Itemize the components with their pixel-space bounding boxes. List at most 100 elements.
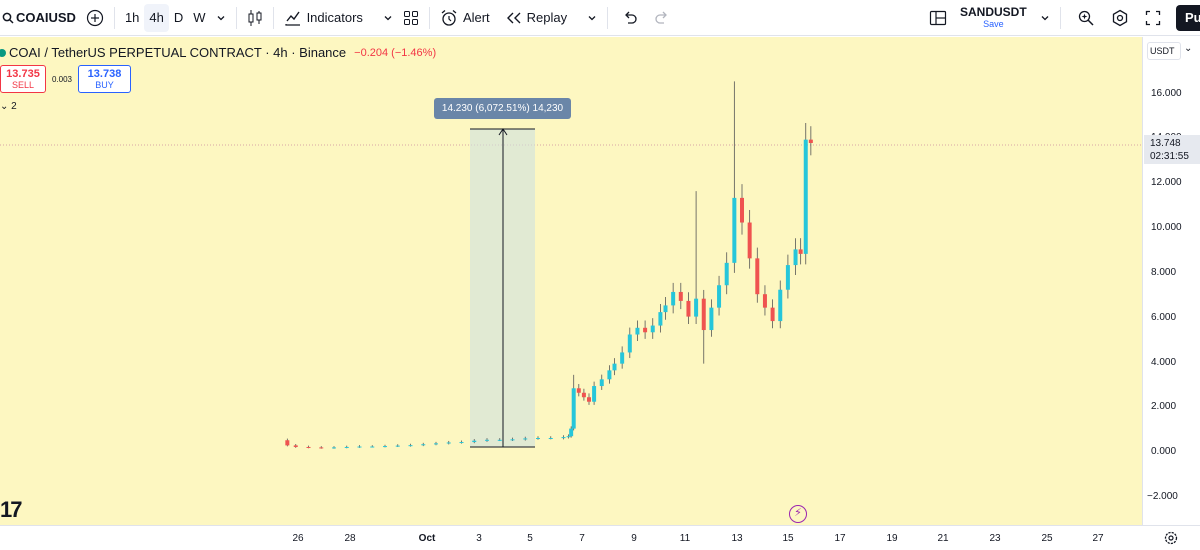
- timeframe-1h[interactable]: 1h: [124, 10, 140, 25]
- candle-body: [344, 446, 349, 448]
- layout-icon: [929, 10, 947, 26]
- price-label: 8.000: [1151, 267, 1177, 278]
- candle-body: [599, 379, 604, 387]
- timeframe-dropdown[interactable]: [211, 4, 231, 32]
- candle-body: [306, 446, 311, 448]
- lightning-icon[interactable]: ⚡: [789, 505, 807, 523]
- layout-dropdown[interactable]: [1035, 4, 1055, 32]
- candle-body: [485, 439, 489, 441]
- candle-body: [762, 294, 767, 308]
- chart-pane[interactable]: COAI / TetherUS PERPETUAL CONTRACT · 4h …: [0, 37, 1142, 525]
- time-label: 9: [631, 533, 637, 544]
- time-label: 11: [679, 533, 691, 544]
- time-label: 7: [579, 533, 585, 544]
- quick-search-button[interactable]: [1072, 4, 1100, 32]
- candle-body: [319, 447, 324, 449]
- buy-button[interactable]: 13.738 BUY: [78, 65, 131, 93]
- toolbar-divider: [1059, 7, 1061, 29]
- candle-body: [446, 442, 451, 444]
- candle-body: [650, 325, 655, 333]
- chevron-down-icon: [588, 15, 596, 20]
- candle-body: [612, 363, 617, 371]
- candle-body: [510, 439, 515, 441]
- time-scale[interactable]: 26 28 Oct 3 5 7 9 11 13 15 17 19 21 23 2…: [0, 525, 1200, 550]
- candle-body: [459, 442, 464, 444]
- candle-body: [755, 258, 760, 295]
- candle-body: [566, 436, 571, 438]
- candle-body: [620, 352, 625, 364]
- replay-button[interactable]: Replay: [501, 4, 572, 32]
- timeframe-w[interactable]: W: [193, 10, 206, 25]
- price-label: 16.000: [1151, 88, 1182, 99]
- timeframe-4h[interactable]: 4h: [144, 3, 169, 32]
- candlestick-chart[interactable]: [0, 37, 1142, 525]
- candle-body: [747, 222, 752, 259]
- toolbar-divider: [428, 6, 430, 29]
- indicators-dropdown[interactable]: [378, 4, 398, 32]
- candle-body: [627, 334, 632, 353]
- toolbar-divider: [272, 6, 274, 29]
- candle-body: [581, 392, 586, 398]
- candle-body: [587, 397, 591, 402]
- candles: [285, 81, 813, 449]
- chart-type-button[interactable]: [242, 4, 268, 32]
- time-label: 25: [1041, 533, 1053, 544]
- redo-button[interactable]: [649, 4, 675, 32]
- candle-body: [576, 388, 581, 393]
- candle-body: [709, 307, 714, 331]
- currency-selector[interactable]: USDT: [1147, 42, 1181, 60]
- toolbar-divider: [113, 6, 115, 29]
- time-label: 26: [292, 533, 304, 544]
- compare-symbol-button[interactable]: [81, 4, 109, 32]
- layout-toggle-button[interactable]: [924, 4, 952, 32]
- candle-body: [472, 440, 477, 443]
- candle-body: [285, 440, 290, 446]
- price-scale[interactable]: USDT ⌄ 16.000 14.000 12.000 10.000 8.000…: [1142, 37, 1200, 525]
- timeframe-d[interactable]: D: [173, 10, 184, 25]
- candle-body: [785, 265, 790, 290]
- fullscreen-icon: [1145, 10, 1160, 26]
- candle-body: [686, 300, 691, 317]
- settings-icon: [1112, 9, 1127, 27]
- layouts-button[interactable]: [398, 4, 424, 32]
- measure-arrow-head: [498, 128, 508, 136]
- candle-body: [569, 428, 574, 437]
- toolbar-right-group: SANDUSDT Save: [924, 4, 1200, 32]
- candle-body: [793, 249, 798, 266]
- candle-body: [671, 291, 676, 306]
- publish-button[interactable]: Pu: [1176, 5, 1200, 31]
- grid-icon: [403, 10, 418, 25]
- top-toolbar: COAIUSD 1h 4h D W Indicators Alert Repla…: [0, 0, 1200, 36]
- candle-body: [778, 289, 783, 322]
- replay-dropdown[interactable]: [582, 4, 602, 32]
- gear-icon[interactable]: [1163, 530, 1179, 546]
- chevron-down-icon: ⌄: [0, 101, 9, 112]
- tradingview-logo-icon[interactable]: 17: [0, 497, 23, 522]
- candle-body: [548, 438, 553, 440]
- fullscreen-button[interactable]: [1140, 4, 1166, 32]
- time-label: 28: [344, 533, 356, 544]
- chevron-down-icon: ⌄: [1184, 43, 1193, 54]
- layout-save[interactable]: SANDUSDT Save: [952, 6, 1035, 30]
- alert-button[interactable]: Alert: [435, 4, 495, 32]
- candle-body: [808, 139, 813, 143]
- undo-button[interactable]: [617, 4, 643, 32]
- sell-button[interactable]: 13.735 SELL: [0, 65, 46, 93]
- candle-body: [383, 446, 387, 448]
- last-price: 13.748: [1150, 138, 1181, 149]
- time-label: 19: [886, 533, 898, 544]
- collapsed-indicators-toggle[interactable]: ⌄ 2: [0, 101, 17, 112]
- price-label: 2.000: [1151, 401, 1177, 412]
- layout-name: SANDUSDT: [960, 5, 1027, 19]
- candle-body: [694, 298, 699, 317]
- indicators-button[interactable]: Indicators: [279, 4, 368, 32]
- time-label: 21: [937, 533, 949, 544]
- time-label: 27: [1092, 533, 1104, 544]
- candle-body: [421, 444, 426, 446]
- settings-button[interactable]: [1106, 4, 1134, 32]
- spread-value: 0.003: [51, 74, 73, 84]
- date-range-measure[interactable]: [470, 128, 535, 448]
- legend-change: −0.204 (−1.46%): [354, 46, 437, 59]
- candle-body: [357, 446, 362, 448]
- symbol-search[interactable]: COAIUSD: [0, 4, 81, 32]
